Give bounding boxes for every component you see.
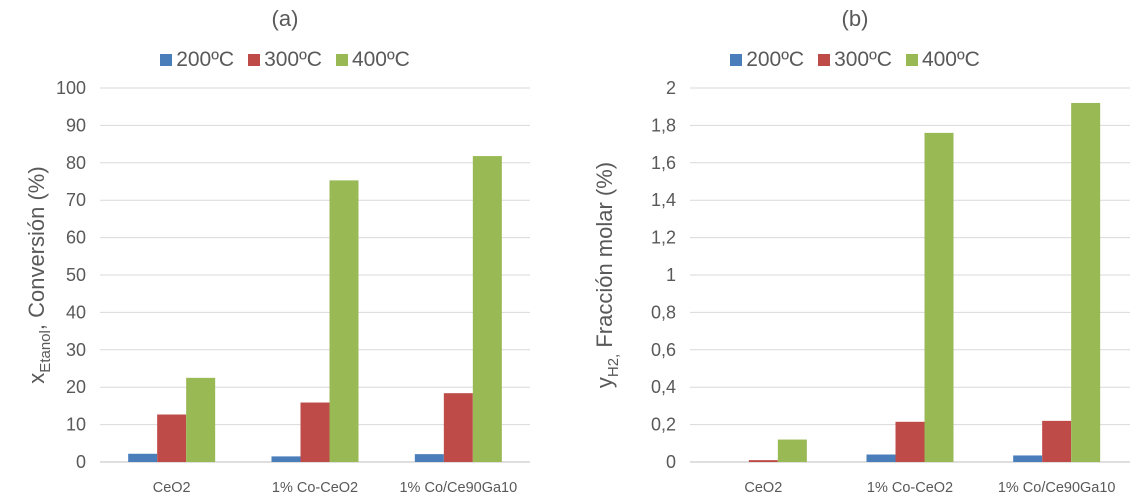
chart-b-y-tick-label: 1,6 bbox=[651, 153, 676, 173]
chart-a-bar-200 bbox=[414, 454, 444, 462]
chart-b-y-title-sub: H2, bbox=[605, 354, 622, 377]
chart-b-bar-400 bbox=[777, 439, 807, 462]
chart-b-bar-200 bbox=[866, 454, 896, 462]
chart-a-y-tick-label: 30 bbox=[66, 340, 86, 360]
legend-label-200: 200ºC bbox=[746, 48, 805, 71]
chart-a-y-tick-label: 100 bbox=[56, 78, 86, 98]
chart-a-bar-400 bbox=[472, 156, 502, 462]
chart-a-category-label: CeO2 bbox=[153, 480, 191, 493]
chart-b-y-tick-label: 0,2 bbox=[651, 415, 676, 435]
chart-b-category-label: 1% Co/Ce90Ga10 bbox=[998, 480, 1116, 493]
chart-b-y-tick-label: 2 bbox=[666, 78, 676, 98]
chart-a-bar-300 bbox=[157, 414, 187, 462]
chart-b-y-tick-label: 0,4 bbox=[651, 377, 676, 397]
chart-a-bar-200 bbox=[128, 453, 158, 462]
chart-a-y-title-rest: , Conversión (%) bbox=[24, 166, 49, 330]
chart-a-y-tick-label: 80 bbox=[66, 153, 86, 173]
chart-b-bar-400 bbox=[924, 132, 954, 462]
chart-b-bar-300 bbox=[1042, 420, 1072, 462]
legend-swatch-200 bbox=[160, 54, 173, 66]
chart-b-y-tick-label: 0,6 bbox=[651, 340, 676, 360]
chart-a-category-label: 1% Co/Ce90Ga10 bbox=[399, 480, 517, 493]
chart-a: (a) 200ºC 300ºC 400ºC 0 10 20 30 40 50 60 70 80 9… bbox=[0, 6, 570, 493]
chart-a-y-tick-label: 20 bbox=[66, 377, 86, 397]
chart-b-y-tick-label: 0,8 bbox=[651, 302, 676, 322]
chart-a-y-tick-label: 10 bbox=[66, 415, 86, 435]
chart-a-y-axis-title: xEtanol, Conversión (%) bbox=[24, 166, 54, 383]
chart-b-category-label: 1% Co-CeO2 bbox=[867, 480, 953, 493]
chart-b-bar-300 bbox=[748, 460, 778, 462]
chart-b-legend: 200ºC 300ºC 400ºC bbox=[570, 48, 1140, 72]
legend-swatch-200 bbox=[730, 54, 743, 66]
legend-swatch-300 bbox=[818, 54, 831, 66]
legend-label-200: 200ºC bbox=[176, 48, 235, 71]
chart-a-y-title-sub: Etanol bbox=[37, 330, 54, 373]
chart-b-y-tick-label: 1,8 bbox=[651, 115, 676, 135]
chart-a-y-tick-label: 50 bbox=[66, 265, 86, 285]
legend-item-400: 400ºC bbox=[905, 48, 980, 72]
legend-label-400: 400ºC bbox=[351, 48, 410, 71]
legend-label-400: 400ºC bbox=[921, 48, 980, 71]
chart-a-bar-300 bbox=[443, 393, 473, 462]
chart-b-category-label: CeO2 bbox=[744, 480, 782, 493]
legend-swatch-300 bbox=[248, 54, 261, 66]
chart-a-bar-400 bbox=[186, 377, 216, 462]
chart-b-title: (b) bbox=[841, 6, 869, 31]
legend-item-200: 200ºC bbox=[160, 48, 234, 72]
chart-a-y-tick-label: 0 bbox=[76, 452, 86, 472]
chart-a-bar-300 bbox=[300, 402, 330, 462]
chart-b-y-title-main: y bbox=[592, 377, 617, 388]
legend-swatch-400 bbox=[905, 54, 918, 66]
legend-item-400: 400ºC bbox=[335, 48, 410, 72]
chart-a-bar-400 bbox=[329, 180, 359, 463]
chart-a-bar-200 bbox=[271, 456, 301, 462]
chart-b-y-tick-label: 0 bbox=[666, 452, 676, 472]
chart-b-bar-200 bbox=[1013, 455, 1043, 462]
chart-b-bar-300 bbox=[895, 421, 925, 462]
chart-b-y-title-rest: Fracción molar (%) bbox=[592, 162, 617, 354]
chart-b-y-tick-label: 1 bbox=[666, 265, 676, 285]
chart-b-plot: 0 0,2 0,4 0,6 0,8 1 1,2 1,4 1,6 1,8 2 CeO2 1% Co-CeO… bbox=[592, 78, 1130, 493]
chart-a-y-tick-label: 60 bbox=[66, 228, 86, 248]
legend-swatch-400 bbox=[335, 54, 348, 66]
legend-item-300: 300ºC bbox=[818, 48, 892, 72]
chart-b: (b) 200ºC 300ºC 400ºC 0 0,2 0,4 0,6 0,8 1 1,2 1… bbox=[570, 0, 1140, 493]
chart-a-plot: 0 10 20 30 40 50 60 70 80 90 100 CeO2 1% Co-CeO2 1% C… bbox=[24, 78, 530, 493]
chart-b-bar-400 bbox=[1071, 102, 1101, 463]
chart-a-y-tick-label: 70 bbox=[66, 190, 86, 210]
chart-b-y-tick-label: 1,4 bbox=[651, 190, 676, 210]
chart-b-y-tick-label: 1,2 bbox=[651, 228, 676, 248]
legend-label-300: 300ºC bbox=[264, 48, 322, 71]
chart-a-y-tick-label: 40 bbox=[66, 302, 86, 322]
chart-a-y-tick-label: 90 bbox=[66, 115, 86, 135]
chart-a-legend: 200ºC 300ºC 400ºC bbox=[0, 48, 570, 72]
chart-a-title: (a) bbox=[271, 6, 299, 31]
chart-a-category-label: 1% Co-CeO2 bbox=[272, 480, 358, 493]
legend-label-300: 300ºC bbox=[834, 48, 892, 71]
chart-b-y-axis-title: yH2, Fracción molar (%) bbox=[592, 162, 622, 388]
legend-item-200: 200ºC bbox=[730, 48, 804, 72]
chart-a-y-title-main: x bbox=[24, 373, 49, 384]
legend-item-300: 300ºC bbox=[248, 48, 322, 72]
